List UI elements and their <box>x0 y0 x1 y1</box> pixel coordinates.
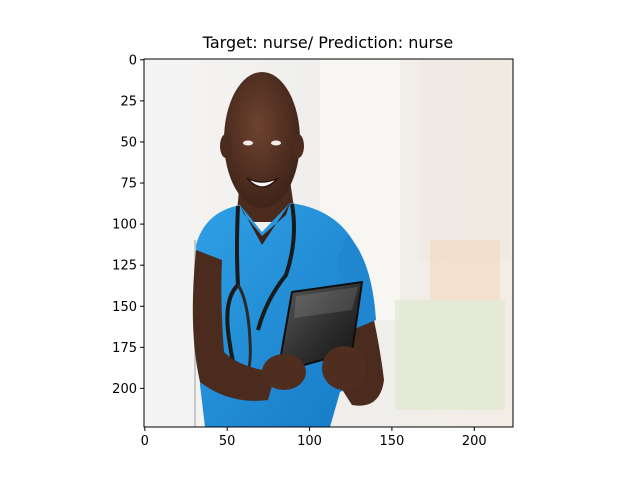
eye-left <box>243 140 253 146</box>
y-axis: 0 25 50 75 100 125 150 175 200 <box>112 53 144 397</box>
y-tick-label: 75 <box>120 177 137 192</box>
tablet-glare <box>294 287 358 318</box>
y-tick-label: 25 <box>120 94 137 109</box>
axes-frame <box>143 58 514 428</box>
bg-window-light-2 <box>420 60 510 260</box>
head <box>224 72 300 208</box>
scrubs-vneck <box>240 203 290 245</box>
x-axis: 0 50 100 150 200 <box>141 427 487 449</box>
y-tick-label: 0 <box>129 53 137 68</box>
x-tick-label: 200 <box>462 434 487 449</box>
y-tick-label: 50 <box>120 135 137 150</box>
ear-right <box>292 134 304 158</box>
figure-title: Target: nurse/ Prediction: nurse <box>202 33 454 52</box>
ear-left <box>220 134 232 158</box>
x-tick-label: 50 <box>219 434 236 449</box>
bg-orange-blur <box>430 240 500 300</box>
bg-green-blur <box>395 300 505 410</box>
hand-left <box>262 354 306 390</box>
x-tick-label: 150 <box>380 434 405 449</box>
arm-left <box>192 250 276 401</box>
y-tick-label: 175 <box>112 341 137 356</box>
eye-right <box>271 140 281 146</box>
y-tick-label: 200 <box>112 382 137 397</box>
y-tick-label: 100 <box>112 218 137 233</box>
bg-left-wall <box>144 59 194 427</box>
x-tick-label: 100 <box>297 434 322 449</box>
hand-right <box>322 346 366 390</box>
smile <box>246 177 279 188</box>
y-tick-label: 150 <box>112 300 137 315</box>
photo <box>144 59 513 427</box>
x-tick-label: 0 <box>141 434 149 449</box>
y-tick-label: 125 <box>112 259 137 274</box>
